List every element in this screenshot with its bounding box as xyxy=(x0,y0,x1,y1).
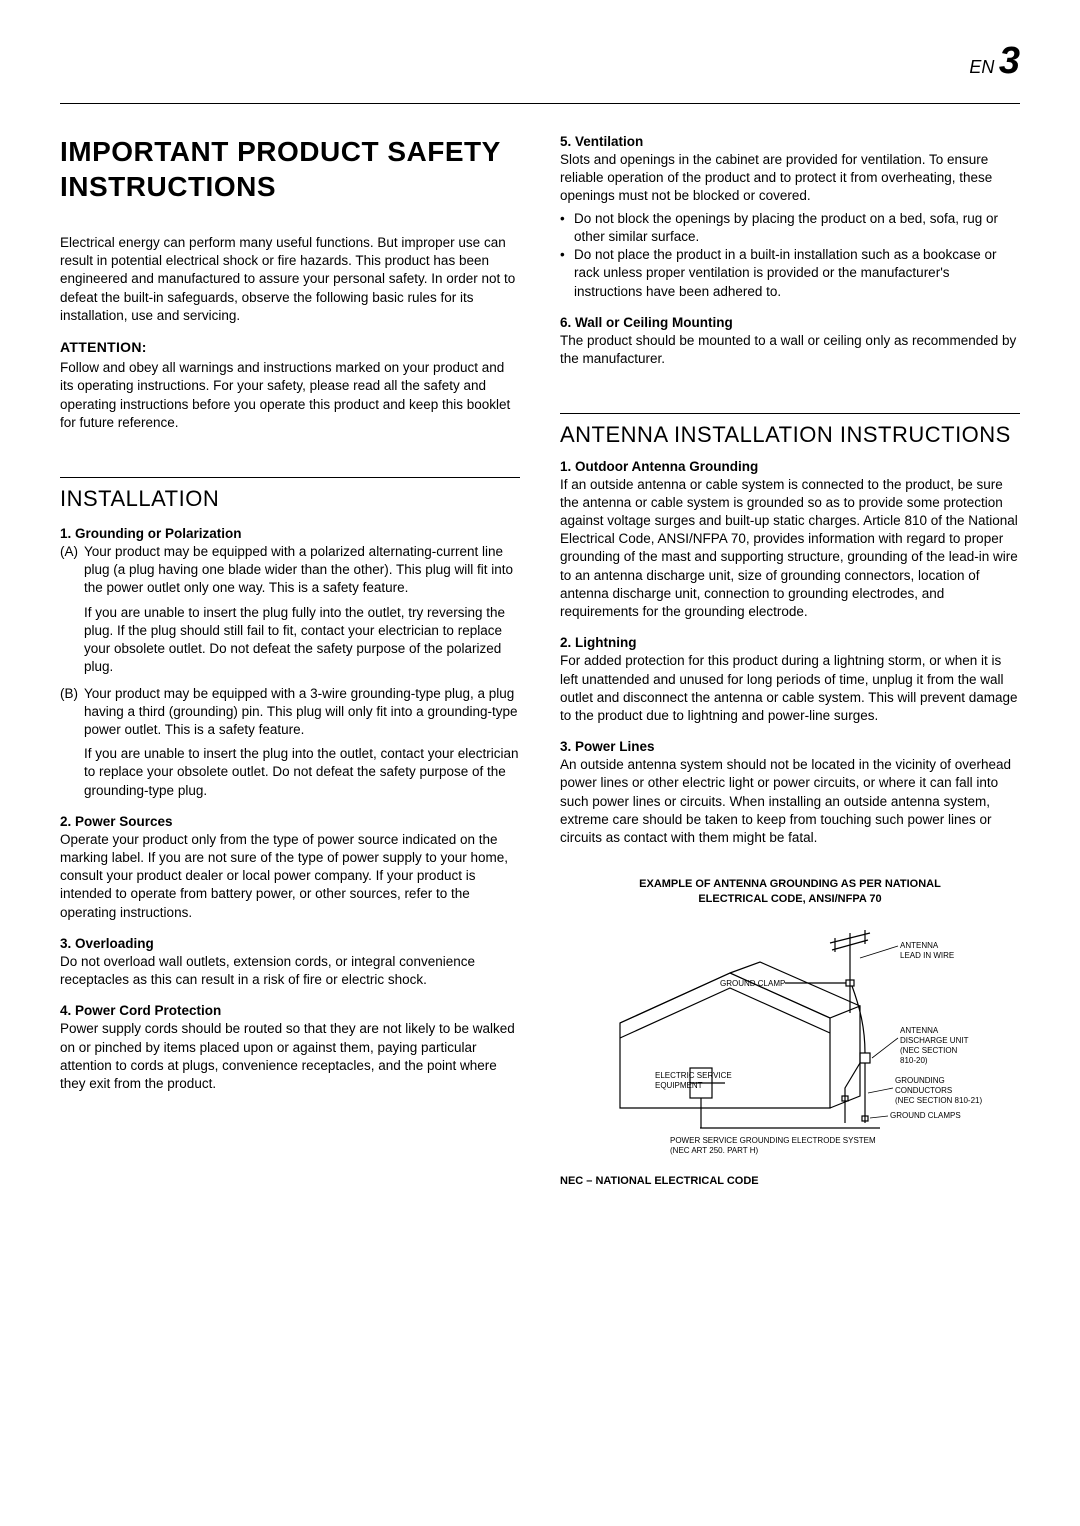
intro-paragraph: Electrical energy can perform many usefu… xyxy=(60,234,520,325)
left-column: IMPORTANT PRODUCT SAFETY INSTRUCTIONS El… xyxy=(60,134,520,1187)
item-1b-text: Your product may be equipped with a 3-wi… xyxy=(84,685,520,740)
item-3-body: Do not overload wall outlets, extension … xyxy=(60,953,520,989)
diagram-svg: ANTENNALEAD IN WIRE GROUND CLAMP ANTENNA… xyxy=(560,918,1020,1158)
item-1b: (B) Your product may be equipped with a … xyxy=(60,685,520,740)
item-4-body: Power supply cords should be routed so t… xyxy=(60,1020,520,1093)
main-title: IMPORTANT PRODUCT SAFETY INSTRUCTIONS xyxy=(60,134,520,204)
item-2-body: Operate your product only from the type … xyxy=(60,831,520,922)
attention-head: ATTENTION: xyxy=(60,339,520,355)
antenna-diagram: ANTENNALEAD IN WIRE GROUND CLAMP ANTENNA… xyxy=(560,918,1020,1163)
antenna-1-body: If an outside antenna or cable system is… xyxy=(560,476,1020,622)
item-1b-cont: If you are unable to insert the plug int… xyxy=(60,745,520,800)
page-num: 3 xyxy=(999,40,1020,82)
label-discharge: ANTENNADISCHARGE UNIT(NEC SECTION810-20) xyxy=(900,1026,969,1065)
diagram-title: EXAMPLE OF ANTENNA GROUNDING AS PER NATI… xyxy=(610,877,970,906)
list-item: •Do not place the product in a built-in … xyxy=(560,246,1020,301)
item-5-bullets: •Do not block the openings by placing th… xyxy=(560,210,1020,301)
item-1a-label: (A) xyxy=(60,543,84,598)
antenna-1-head: 1. Outdoor Antenna Grounding xyxy=(560,459,1020,474)
item-3-head: 3. Overloading xyxy=(60,936,520,951)
page-prefix: EN xyxy=(969,57,994,77)
item-1a-text: Your product may be equipped with a pola… xyxy=(84,543,520,598)
antenna-3-body: An outside antenna system should not be … xyxy=(560,756,1020,847)
item-4-head: 4. Power Cord Protection xyxy=(60,1003,520,1018)
item-6-head: 6. Wall or Ceiling Mounting xyxy=(560,315,1020,330)
item-1a: (A) Your product may be equipped with a … xyxy=(60,543,520,598)
antenna-rule xyxy=(560,413,1020,414)
label-service: ELECTRIC SERVICEEQUIPMENT xyxy=(655,1071,732,1090)
label-conductors: GROUNDINGCONDUCTORS(NEC SECTION 810-21) xyxy=(895,1076,982,1105)
item-2-head: 2. Power Sources xyxy=(60,814,520,829)
antenna-3-head: 3. Power Lines xyxy=(560,739,1020,754)
two-columns: IMPORTANT PRODUCT SAFETY INSTRUCTIONS El… xyxy=(60,134,1020,1187)
installation-rule xyxy=(60,477,520,478)
antenna-2-body: For added protection for this product du… xyxy=(560,652,1020,725)
top-rule xyxy=(60,103,1020,104)
item-1b-label: (B) xyxy=(60,685,84,740)
installation-title: INSTALLATION xyxy=(60,486,520,512)
attention-body: Follow and obey all warnings and instruc… xyxy=(60,359,520,432)
label-electrode: POWER SERVICE GROUNDING ELECTRODE SYSTEM… xyxy=(670,1136,876,1155)
page-number: EN 3 xyxy=(60,40,1020,83)
diagram-caption: NEC – NATIONAL ELECTRICAL CODE xyxy=(560,1175,1020,1187)
item-6-body: The product should be mounted to a wall … xyxy=(560,332,1020,368)
item-1-head: 1. Grounding or Polarization xyxy=(60,526,520,541)
right-column: 5. Ventilation Slots and openings in the… xyxy=(560,134,1020,1187)
label-antenna-lead: ANTENNALEAD IN WIRE xyxy=(900,941,954,960)
item-5-body: Slots and openings in the cabinet are pr… xyxy=(560,151,1020,206)
bullet-text: Do not place the product in a built-in i… xyxy=(574,246,1020,301)
bullet-icon: • xyxy=(560,210,574,246)
antenna-title: ANTENNA INSTALLATION INSTRUCTIONS xyxy=(560,422,1020,448)
item-1a-cont: If you are unable to insert the plug ful… xyxy=(60,604,520,677)
bullet-text: Do not block the openings by placing the… xyxy=(574,210,1020,246)
label-ground-clamp: GROUND CLAMP xyxy=(720,979,785,988)
item-5-head: 5. Ventilation xyxy=(560,134,1020,149)
list-item: •Do not block the openings by placing th… xyxy=(560,210,1020,246)
bullet-icon: • xyxy=(560,246,574,301)
antenna-2-head: 2. Lightning xyxy=(560,635,1020,650)
label-ground-clamps: GROUND CLAMPS xyxy=(890,1111,961,1120)
